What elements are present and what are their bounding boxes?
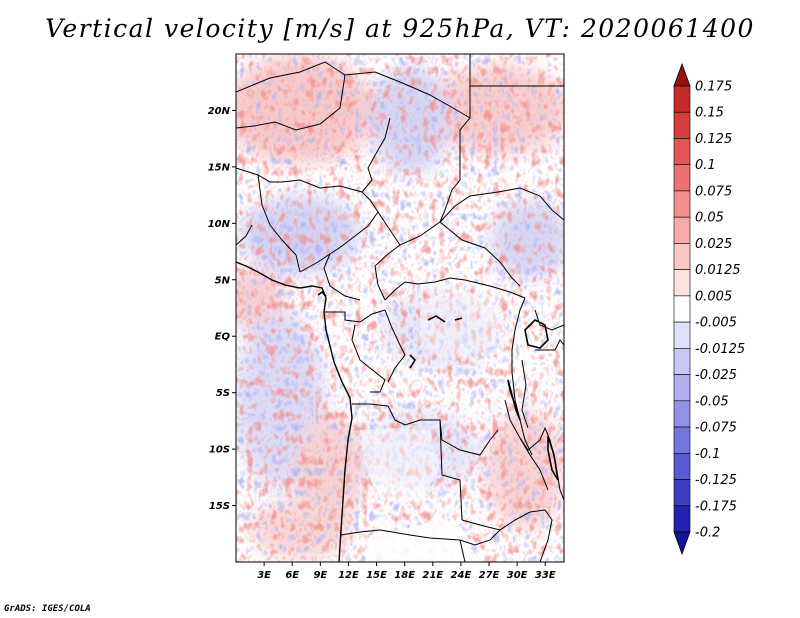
latitude-axis: 20N 15N 10N 5N EQ 5S 10S 15S xyxy=(208,106,236,512)
colorbar-swatch xyxy=(673,426,691,454)
lon-tick-label: 33E xyxy=(535,570,556,581)
colorbar-top-arrow xyxy=(673,62,691,87)
colorbar-label: -0.175 xyxy=(695,499,737,514)
colorbar-swatch xyxy=(673,374,691,402)
colorbar-label: 0.175 xyxy=(695,80,732,95)
colorbar-label: 0.1 xyxy=(695,158,716,173)
lon-tick-label: 30E xyxy=(507,570,528,581)
lat-tick-label: 15N xyxy=(208,162,231,173)
calm-zones xyxy=(360,290,500,562)
lon-tick-label: 27E xyxy=(479,570,500,581)
colorbar-swatch xyxy=(673,111,691,139)
colorbar-label: -0.005 xyxy=(695,316,737,331)
colorbar-swatch xyxy=(673,452,691,480)
colorbar-swatch xyxy=(673,138,691,166)
colorbar-swatch xyxy=(673,321,691,349)
chart-title: Vertical velocity [m/s] at 925hPa, VT: 2… xyxy=(45,14,755,43)
colorbar-swatch xyxy=(673,400,691,428)
lat-tick-label: 5N xyxy=(215,275,231,286)
colorbar-label: -0.1 xyxy=(695,447,720,462)
lon-tick-label: 9E xyxy=(313,570,327,581)
lon-tick-label: 6E xyxy=(285,570,299,581)
colorbar-label: 0.025 xyxy=(695,237,732,252)
colorbar-swatch xyxy=(673,164,691,192)
lat-tick-label: EQ xyxy=(215,332,231,343)
boundaries xyxy=(236,54,564,562)
colorbar: 0.175 0.15 0.125 0.1 0.075 0.05 0.025 0.0125 0.0… xyxy=(673,62,745,556)
colorbar-swatch xyxy=(673,190,691,218)
colorbar-bottom-arrow xyxy=(673,531,691,556)
lon-tick-label: 24E xyxy=(451,570,472,581)
colorbar-swatch xyxy=(673,505,691,533)
colorbar-swatch xyxy=(673,295,691,323)
lon-tick-label: 21E xyxy=(422,570,443,581)
lon-tick-label: 15E xyxy=(366,570,387,581)
colorbar-swatch xyxy=(673,216,691,244)
colorbar-label: 0.075 xyxy=(695,184,732,199)
software-credit: GrADS: IGES/COLA xyxy=(4,604,91,614)
lon-tick-label: 3E xyxy=(257,570,271,581)
colorbar-swatch xyxy=(673,269,691,297)
colorbar-swatch xyxy=(673,348,691,375)
coastline-west-africa xyxy=(236,261,353,562)
colorbar-label: 0.15 xyxy=(695,106,724,121)
colorbar-label: 0.0125 xyxy=(695,263,741,278)
lat-tick-label: 20N xyxy=(208,106,231,117)
lat-tick-label: 15S xyxy=(209,501,230,512)
velocity-field-detail xyxy=(236,54,564,562)
longitude-axis: 3E 6E 9E 12E 15E 18E 21E 24E 27E 30E 33E xyxy=(257,562,556,581)
colorbar-label: 0.005 xyxy=(695,289,732,304)
colorbar-swatch xyxy=(673,479,691,507)
lat-tick-label: 5S xyxy=(216,388,230,399)
colorbar-label: -0.2 xyxy=(695,526,720,541)
lon-tick-label: 12E xyxy=(338,570,359,581)
colorbar-label: -0.05 xyxy=(695,394,729,409)
colorbar-label: 0.125 xyxy=(695,132,732,147)
map-frame xyxy=(235,53,565,563)
colorbar-label: -0.0125 xyxy=(695,342,745,357)
lakes xyxy=(317,290,559,481)
lon-tick-label: 18E xyxy=(394,570,415,581)
colorbar-label: -0.125 xyxy=(695,473,737,488)
colorbar-label: -0.075 xyxy=(695,421,737,436)
colorbar-label: 0.05 xyxy=(695,211,724,226)
colorbar-swatch xyxy=(673,243,691,270)
lat-tick-label: 10N xyxy=(208,219,231,230)
colorbar-label: -0.025 xyxy=(695,368,737,383)
colorbar-swatch xyxy=(673,85,691,113)
lat-tick-label: 10S xyxy=(209,445,230,456)
map-panel xyxy=(236,54,564,562)
